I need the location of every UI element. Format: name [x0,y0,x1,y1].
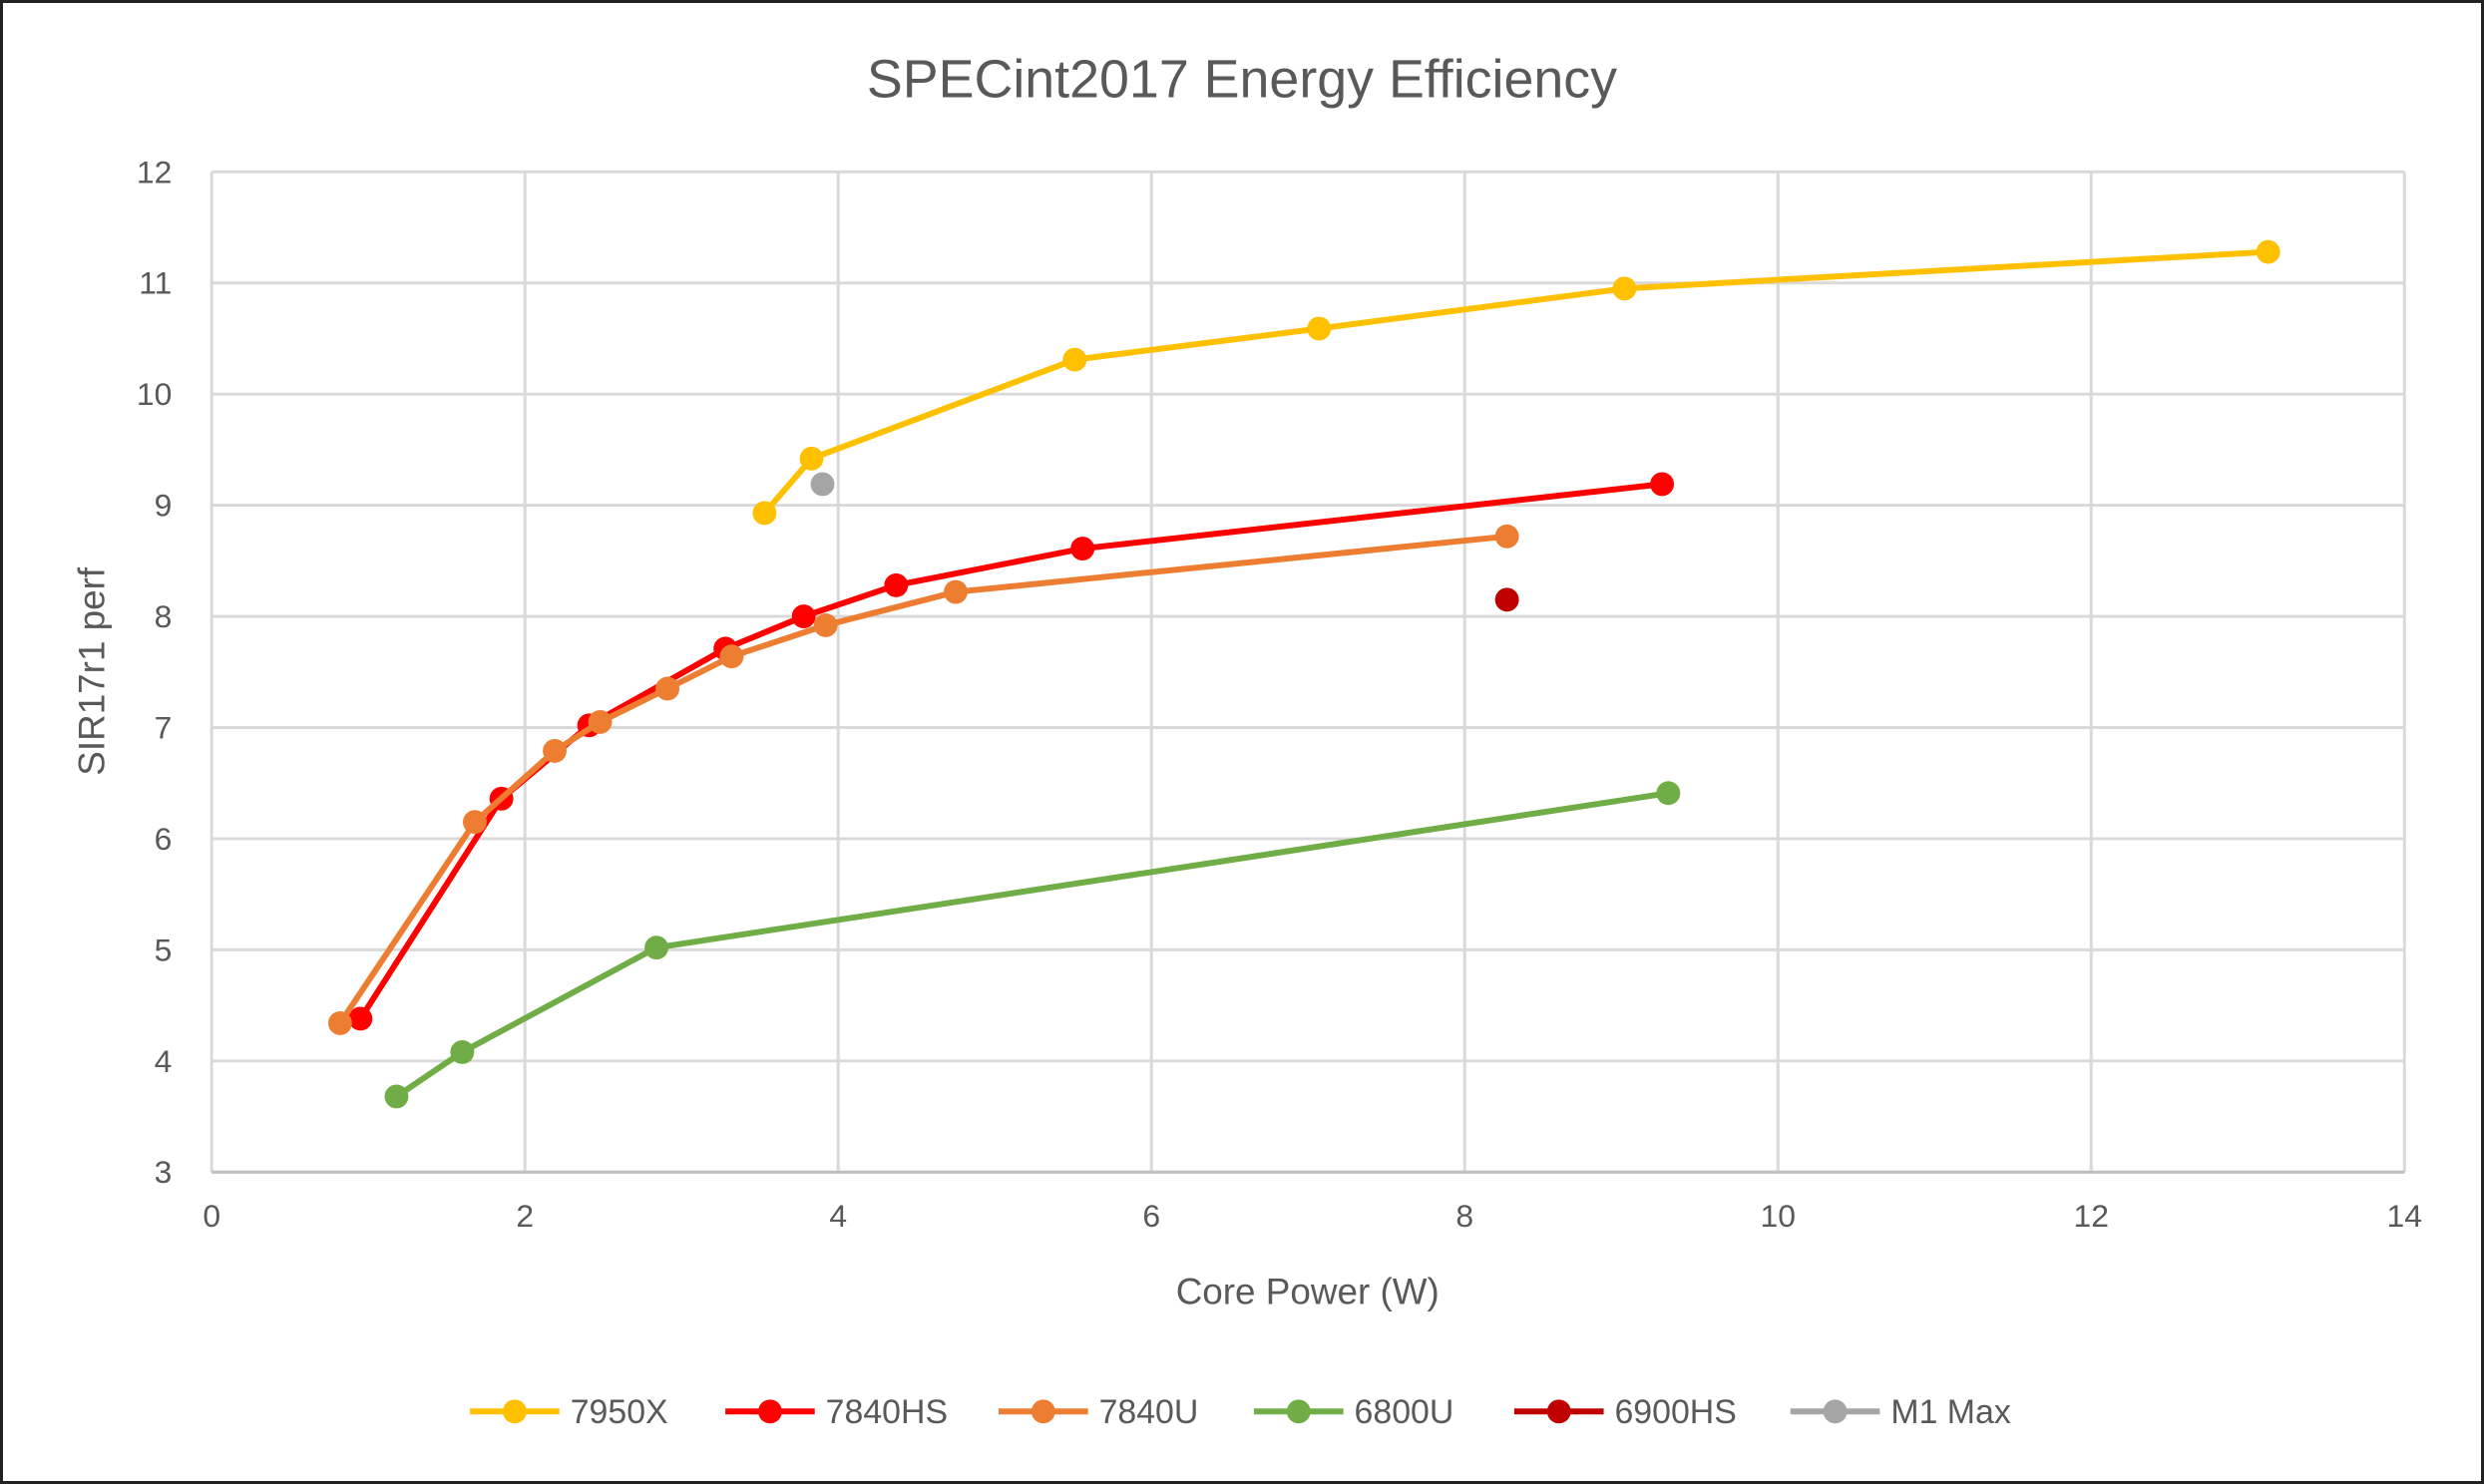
series-6900hs [1494,587,1519,612]
y-tick-label: 7 [155,709,173,745]
legend-item-7840hs: 7840HS [725,1393,948,1431]
data-point [543,738,567,763]
data-point [719,644,744,669]
series-line [394,790,1669,1099]
x-tick-label: 12 [2074,1198,2109,1234]
y-axis-label: SIR17r1 perf [72,566,113,776]
y-tick-label: 10 [137,376,172,412]
legend: 7950X 7840HS 7840U 6800U 6900HS M1 Max [470,1393,2011,1431]
series-m1-max [810,472,835,497]
data-point [1307,316,1332,341]
data-point [463,810,487,835]
data-point [655,676,680,701]
legend-label: 7840HS [826,1393,948,1431]
data-point [752,501,777,526]
data-point [384,1084,409,1109]
data-point [810,472,835,497]
y-tick-label: 9 [155,488,173,524]
series-7950x [752,239,2280,526]
legend-marker [503,1399,527,1424]
series-7840u [327,524,1519,1035]
data-point [884,572,909,597]
legend-marker [1286,1399,1311,1424]
legend-item-7840u: 7840U [998,1393,1199,1431]
legend-marker [757,1399,782,1424]
legend-label: 7950X [571,1393,668,1431]
x-tick-label: 10 [1761,1198,1796,1234]
legend-item-m1-max: M1 Max [1790,1393,2011,1431]
legend-marker [1823,1399,1848,1424]
legend-item-6900hs: 6900HS [1513,1393,1737,1431]
x-tick-label: 6 [1142,1198,1160,1234]
x-tick-label: 14 [2387,1198,2422,1234]
data-point [799,446,824,471]
y-tick-label: 11 [139,265,172,301]
data-point [813,613,838,637]
legend-label: 6800U [1355,1393,1454,1431]
y-tick-label: 8 [155,598,173,634]
legend-item-6800u: 6800U [1253,1393,1454,1431]
energy-efficiency-chart: SPECint2017 Energy Efficiency 0 2 4 6 8 10 12 1… [72,50,2422,1432]
y-tick-label: 3 [155,1154,173,1190]
data-point [1656,781,1681,806]
y-tick-label: 4 [155,1043,173,1079]
y-tick-label: 6 [155,821,173,857]
legend-label: M1 Max [1890,1393,2010,1431]
data-point [1650,472,1675,497]
x-tick-label: 0 [203,1198,220,1234]
x-tick-label: 2 [516,1198,534,1234]
x-tick-label: 8 [1455,1198,1473,1234]
legend-label: 7840U [1099,1393,1199,1431]
data-point [2256,239,2280,264]
data-point [450,1039,475,1064]
data-point [327,1010,352,1035]
data-point [1494,524,1519,549]
legend-label: 6900HS [1614,1393,1736,1431]
data-point [1062,347,1087,372]
y-tick-label: 12 [137,154,172,189]
legend-marker [1031,1399,1055,1424]
data-point [944,579,968,604]
legend-item-7950x: 7950X [470,1393,668,1431]
data-point [1494,587,1519,612]
x-axis-label: Core Power (W) [1176,1272,1440,1312]
data-point [1070,537,1095,561]
data-point [791,604,816,629]
series-line [762,248,2269,516]
legend-marker [1546,1399,1571,1424]
data-point [348,1006,373,1031]
data-point [1612,276,1637,301]
chart-title: SPECint2017 Energy Efficiency [867,50,1617,110]
series-6800u [384,781,1681,1109]
data-point [644,935,669,960]
x-tick-label: 4 [829,1198,847,1234]
y-tick-label: 5 [155,931,173,967]
data-point [588,709,613,734]
